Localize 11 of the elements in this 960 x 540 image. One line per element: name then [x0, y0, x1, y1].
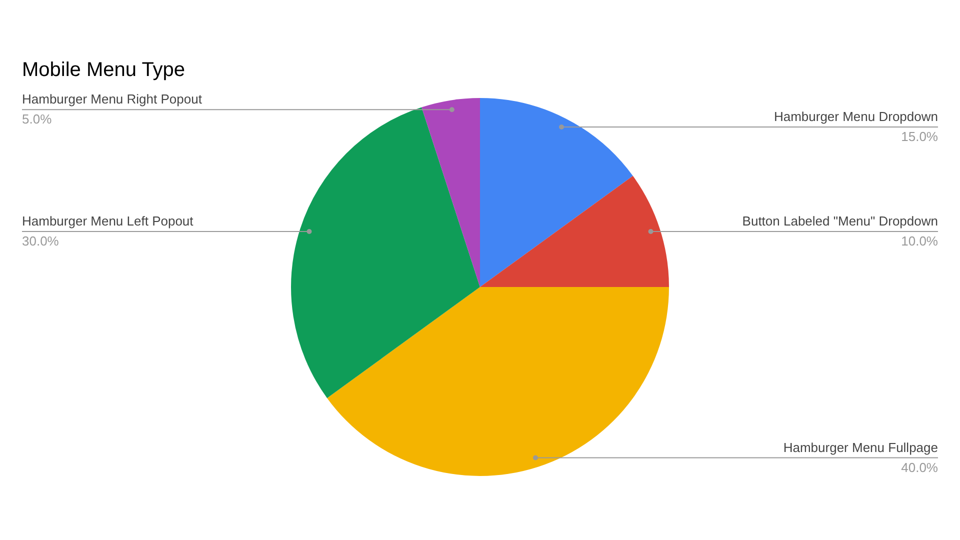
slice-label: Hamburger Menu Fullpage — [783, 440, 938, 455]
data-label: 40.0% — [901, 460, 938, 475]
slice-label: Hamburger Menu Right Popout — [22, 92, 202, 107]
data-label: 30.0% — [22, 234, 60, 249]
chart-title: Mobile Menu Type — [22, 59, 186, 81]
slice-label: Button Labeled "Menu" Dropdown — [742, 214, 938, 229]
data-label: 5.0% — [22, 112, 52, 127]
data-label: 15.0% — [901, 129, 938, 144]
slice-label: Hamburger Menu Left Popout — [22, 214, 194, 229]
data-label: 10.0% — [901, 234, 938, 249]
slice-label: Hamburger Menu Dropdown — [774, 109, 938, 124]
